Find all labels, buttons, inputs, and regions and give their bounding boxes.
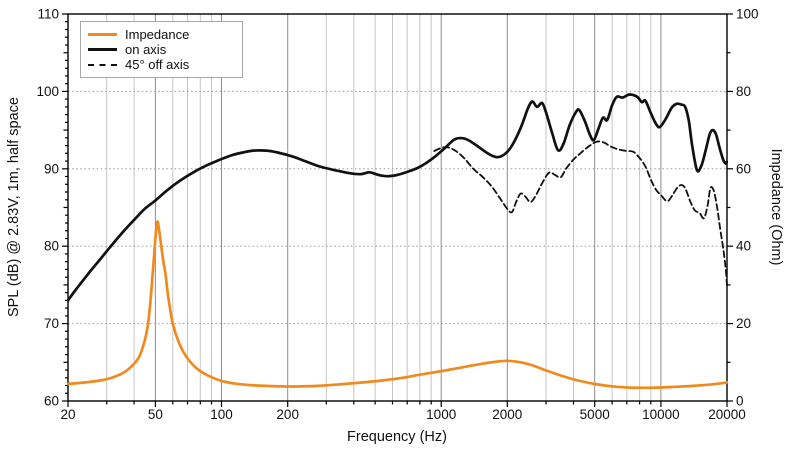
legend-label: 45° off axis bbox=[125, 57, 190, 72]
y-tick-label-right: 0 bbox=[736, 394, 744, 409]
y-tick-label-right: 60 bbox=[736, 161, 751, 176]
x-tick-label: 100 bbox=[210, 407, 233, 422]
y-tick-label-left: 70 bbox=[44, 316, 59, 331]
legend: Impedance on axis 45° off axis bbox=[80, 21, 243, 78]
y-tick-label-left: 80 bbox=[44, 239, 59, 254]
x-tick-label: 1000 bbox=[426, 407, 456, 422]
y-tick-label-left: 90 bbox=[44, 161, 59, 176]
off-axis-line-sample bbox=[88, 63, 117, 66]
x-tick-label: 50 bbox=[148, 407, 163, 422]
impedance-line-sample bbox=[88, 33, 117, 36]
x-axis-label: Frequency (Hz) bbox=[0, 429, 800, 445]
legend-label: Impedance bbox=[125, 27, 190, 42]
impedance-curve bbox=[67, 220, 728, 390]
y-tick-label-right: 80 bbox=[736, 84, 751, 99]
legend-item-off-axis: 45° off axis bbox=[88, 57, 234, 72]
on-axis-curve bbox=[67, 93, 728, 302]
legend-item-on-axis: on axis bbox=[88, 42, 234, 57]
off-axis-curve bbox=[433, 140, 728, 287]
x-tick-label: 20 bbox=[60, 407, 75, 422]
x-tick-label: 10000 bbox=[642, 407, 680, 422]
legend-item-impedance: Impedance bbox=[88, 27, 234, 42]
y-tick-label-left: 100 bbox=[36, 84, 59, 99]
y-tick-label-right: 20 bbox=[736, 316, 751, 331]
y-tick-label-left: 110 bbox=[37, 7, 59, 22]
x-axis-label-text: Frequency (Hz) bbox=[347, 429, 447, 445]
plot-frame bbox=[67, 13, 728, 402]
on-axis-line-sample bbox=[88, 48, 117, 51]
legend-label: on axis bbox=[125, 42, 167, 57]
x-tick-label: 200 bbox=[276, 407, 299, 422]
x-tick-label: 20000 bbox=[708, 407, 746, 422]
y-axis-label-left: SPL (dB) @ 2.83V, 1m, half space bbox=[6, 97, 22, 317]
y-tick-label-right: 40 bbox=[736, 239, 751, 254]
y-tick-label-left: 60 bbox=[44, 394, 59, 409]
x-tick-label: 2000 bbox=[492, 407, 522, 422]
y-tick-label-right: 100 bbox=[736, 7, 759, 22]
y-axis-label-right: Impedance (Ohm) bbox=[768, 148, 784, 266]
x-tick-label: 5000 bbox=[580, 407, 610, 422]
